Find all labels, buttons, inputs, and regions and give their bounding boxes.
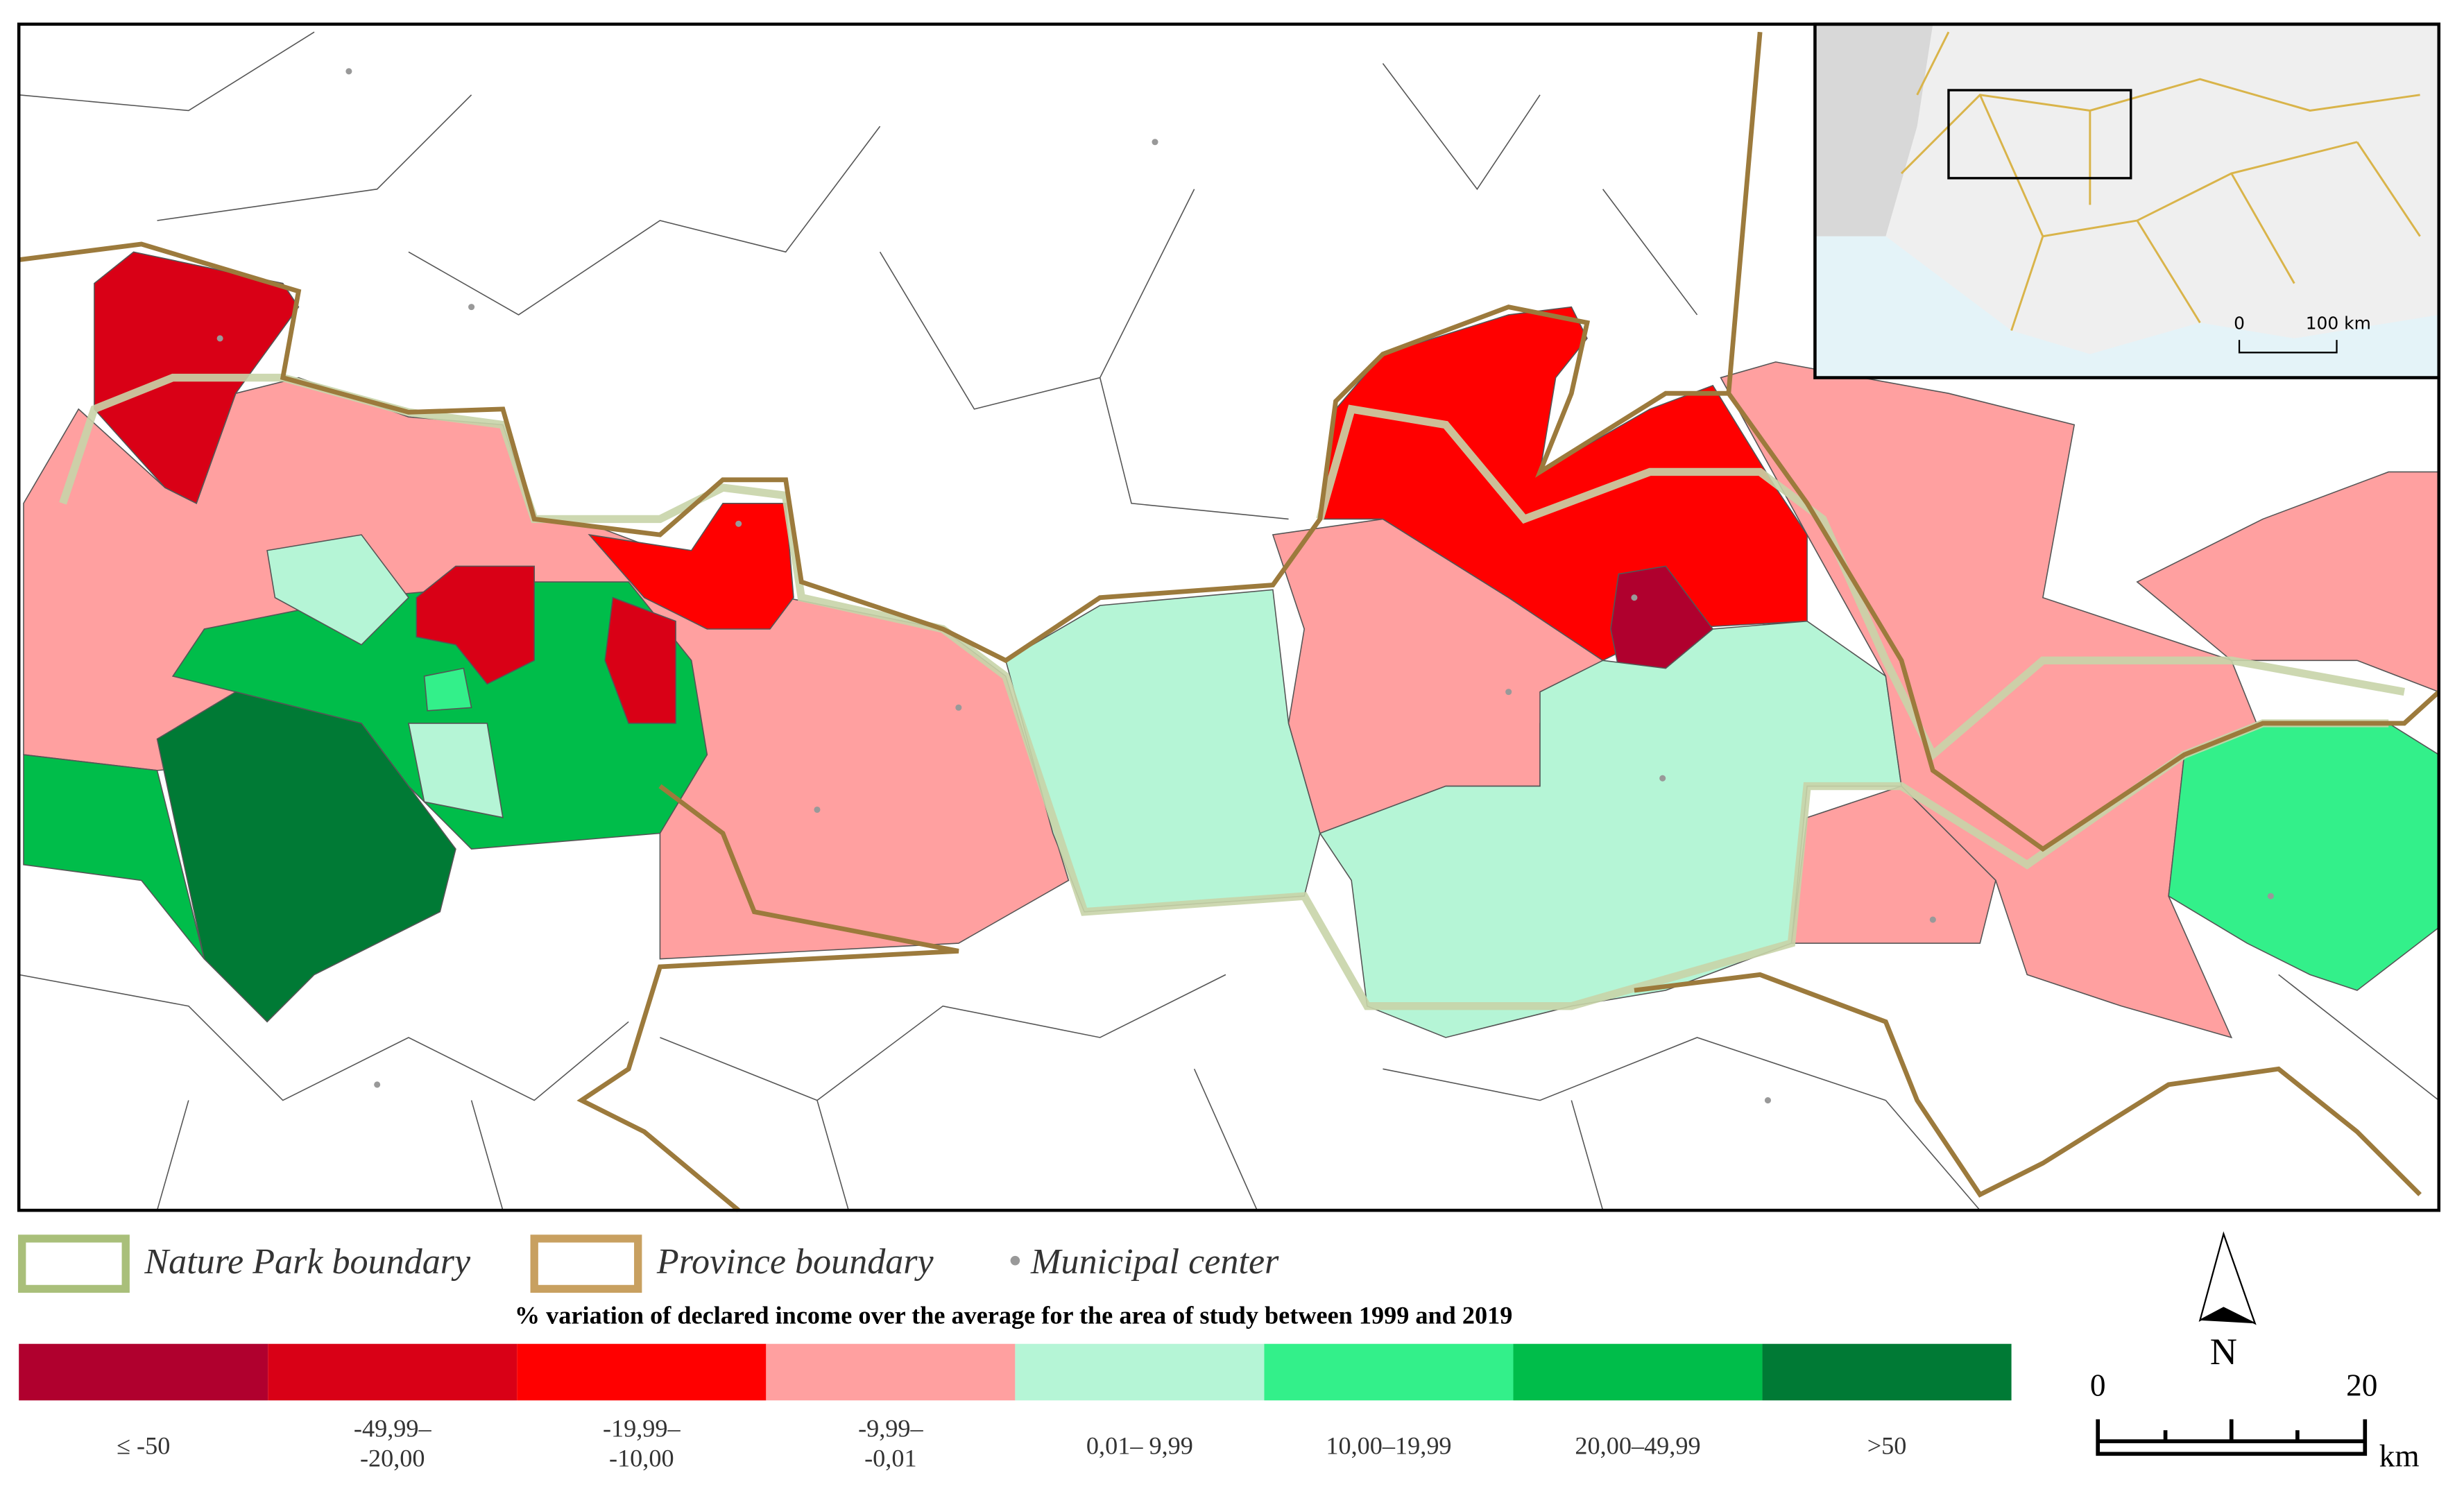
color-scale-cell [1264,1343,1514,1401]
color-scale-label: -19,99– [603,1414,681,1442]
region [1319,620,1902,1038]
municipal-center [955,704,962,711]
region [408,723,504,818]
color-scale-cell [1513,1343,1763,1401]
region [416,565,535,685]
scale-bar: 0 20 km [2090,1368,2420,1473]
region [266,534,410,646]
scale-label: 0 [2090,1368,2106,1402]
legend: Nature Park boundary Province boundary M… [18,1234,2012,1472]
municipal-center [1505,689,1512,696]
municipal-centers [216,68,2274,1104]
region [588,502,794,630]
municipal-center [1152,139,1158,146]
color-scale-label: -20,00 [360,1444,425,1472]
legend-label: Municipal center [1030,1242,1279,1282]
color-scale-cell [1015,1343,1265,1401]
municipal-center [814,806,821,814]
color-scale-label: -49,99– [354,1414,432,1442]
municipal-center [374,1081,381,1088]
north-label: N [2210,1331,2237,1372]
map: 0 100 km [17,22,2441,1212]
inset-scale-label: 0 [2234,313,2245,333]
color-scale-label: >50 [1867,1431,1907,1459]
inset-portugal [1815,24,1933,236]
north-arrow: N [2198,1231,2257,1372]
color-scale-label: -10,00 [609,1444,674,1472]
color-scale-label: 10,00–19,99 [1326,1431,1451,1459]
color-scale-label: 0,01– 9,99 [1086,1431,1193,1459]
color-scale-label: -0,01 [864,1444,916,1472]
municipal-center [2267,893,2274,900]
municipal-center [1659,775,1666,782]
color-scale-cell [517,1343,767,1401]
color-scale-cell [19,1343,268,1401]
municipal-center [468,304,475,311]
color-scale-label: 20,00–49,99 [1575,1431,1700,1459]
region [423,667,472,712]
color-scale-title: % variation of declared income over the … [515,1301,1512,1329]
inset-scale-label: 100 km [2306,313,2371,333]
province-boundary-line [18,31,2441,1212]
region [23,754,205,960]
region [604,596,676,724]
legend-label: Province boundary [656,1242,934,1282]
municipal-center [735,520,742,527]
legend-label: Nature Park boundary [144,1242,471,1282]
municipal-center [1764,1097,1771,1104]
municipal-boundaries [19,31,2440,1211]
color-scale-cell [268,1343,517,1401]
color-scale: ≤ -50 -49,99–-20,00 -19,99–-10,00 -9,99–-0,… [19,1343,2012,1472]
inset-land [1815,24,2439,354]
color-scale-cell [766,1343,1016,1401]
map-frame [17,22,2441,1212]
scale-label: 20 [2346,1368,2377,1402]
color-scale-cell [1762,1343,2012,1401]
region [156,691,456,1023]
scale-unit: km [2379,1438,2420,1473]
municipal-center [1929,916,1936,923]
municipal-center [1631,594,1638,601]
inset-map: 0 100 km [1813,22,2441,379]
color-scale-label: ≤ -50 [117,1431,170,1459]
color-scale-label: -9,99– [858,1414,923,1442]
municipal-center [345,68,352,75]
municipal-center [216,335,223,342]
